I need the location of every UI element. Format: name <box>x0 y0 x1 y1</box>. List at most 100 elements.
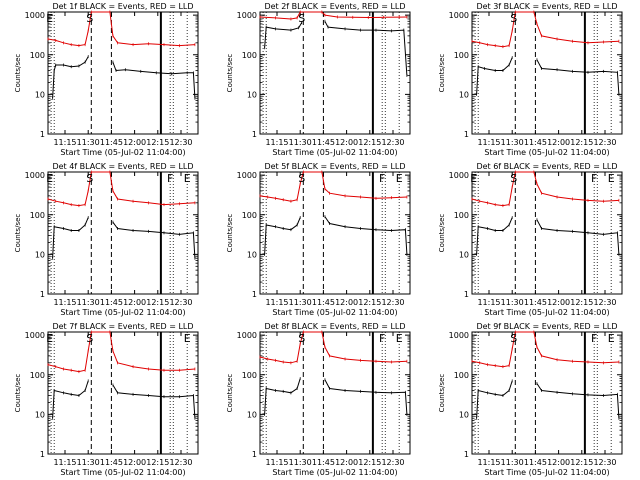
panel-title: Det 9f BLACK = Events, RED = LLD <box>476 322 617 331</box>
panel-title: Det 4f BLACK = Events, RED = LLD <box>52 162 193 171</box>
detector-panel-6: Det 6f BLACK = Events, RED = LLD 1 10 100 10… <box>438 162 623 317</box>
x-tick-label: 12:30 <box>381 138 404 147</box>
y-tick-label: 10 <box>459 250 469 259</box>
marker-label: E <box>184 172 191 185</box>
y-tick-label: 1 <box>252 130 257 139</box>
marker-label: F <box>379 172 385 185</box>
x-axis-label: Start Time (05-Jul-02 11:04:00) <box>60 468 185 477</box>
y-tick-label: 100 <box>242 51 257 60</box>
plot-frame <box>259 11 411 135</box>
lld-series-line <box>47 331 195 373</box>
panel-title: Det 3f BLACK = Events, RED = LLD <box>476 2 617 11</box>
y-axis-label: Counts/sec <box>226 54 234 93</box>
y-tick-label: 1 <box>40 290 45 299</box>
panel-title: Det 1f BLACK = Events, RED = LLD <box>52 2 193 11</box>
y-tick-label: 1000 <box>237 331 257 340</box>
marker-label: S <box>86 332 93 345</box>
marker-label: S <box>298 332 305 345</box>
lld-series-line <box>471 331 619 368</box>
y-tick-label: 1000 <box>237 171 257 180</box>
x-tick-label: 12:30 <box>169 138 192 147</box>
marker-label: F <box>167 172 173 185</box>
x-tick-label: 11:30 <box>77 138 100 147</box>
y-tick-label: 1 <box>464 450 469 459</box>
marker-label: S <box>510 172 517 185</box>
marker-label: S <box>86 12 93 25</box>
y-axis-label: Counts/sec <box>226 374 234 413</box>
x-tick-label: 11:45 <box>312 298 335 307</box>
y-tick-label: 10 <box>35 90 45 99</box>
panel-title: Det 8f BLACK = Events, RED = LLD <box>264 322 405 331</box>
marker-label: E <box>184 332 191 345</box>
y-tick-label: 10 <box>459 90 469 99</box>
panel-title: Det 2f BLACK = Events, RED = LLD <box>264 2 405 11</box>
marker-label: S <box>298 12 305 25</box>
events-series-line <box>264 21 408 76</box>
x-tick-label: 11:30 <box>77 458 100 467</box>
x-tick-label: 12:00 <box>123 298 146 307</box>
detector-panel-1: Det 1f BLACK = Events, RED = LLD 1 10 100 10… <box>14 2 199 157</box>
detector-panel-5: Det 5f BLACK = Events, RED = LLD 1 10 100 10… <box>226 162 411 317</box>
y-tick-label: 100 <box>242 211 257 220</box>
x-tick-label: 12:15 <box>146 458 169 467</box>
plot-frame <box>259 171 411 295</box>
y-tick-label: 10 <box>247 90 257 99</box>
y-tick-label: 1 <box>252 450 257 459</box>
detector-panel-7: Det 7f BLACK = Events, RED = LLD 1 10 100 10… <box>14 322 199 477</box>
marker-label: E <box>608 172 615 185</box>
x-axis-label: Start Time (05-Jul-02 11:04:00) <box>484 148 609 157</box>
y-tick-label: 1000 <box>25 11 45 20</box>
y-tick-label: 1000 <box>25 331 45 340</box>
x-tick-label: 11:15 <box>265 458 288 467</box>
x-tick-label: 12:15 <box>358 138 381 147</box>
y-tick-label: 10 <box>35 410 45 419</box>
y-tick-label: 1000 <box>449 11 469 20</box>
x-tick-label: 11:15 <box>477 458 500 467</box>
x-tick-label: 11:15 <box>53 138 76 147</box>
y-axis-label: Counts/sec <box>14 374 22 413</box>
x-tick-label: 11:30 <box>289 298 312 307</box>
panel-title: Det 6f BLACK = Events, RED = LLD <box>476 162 617 171</box>
x-tick-label: 11:30 <box>501 458 524 467</box>
plot-frame <box>471 331 623 455</box>
x-tick-label: 11:15 <box>53 458 76 467</box>
x-tick-label: 12:00 <box>547 458 570 467</box>
x-tick-label: 11:45 <box>312 458 335 467</box>
x-tick-label: 11:45 <box>100 298 123 307</box>
plot-frame <box>47 171 199 295</box>
y-axis-label: Counts/sec <box>226 214 234 253</box>
y-tick-label: 10 <box>247 250 257 259</box>
x-tick-label: 12:00 <box>335 458 358 467</box>
lld-series-line <box>259 331 407 364</box>
x-tick-label: 11:30 <box>289 458 312 467</box>
x-tick-label: 11:15 <box>265 298 288 307</box>
marker-label: E <box>46 12 53 25</box>
marker-label: S <box>86 172 93 185</box>
detector-panel-9: Det 9f BLACK = Events, RED = LLD 1 10 100 10… <box>438 322 623 477</box>
y-tick-label: 1 <box>40 130 45 139</box>
y-axis-label: Counts/sec <box>438 214 446 253</box>
marker-label: S <box>298 172 305 185</box>
x-axis-label: Start Time (05-Jul-02 11:04:00) <box>60 148 185 157</box>
lld-series-line <box>259 171 407 202</box>
y-tick-label: 100 <box>454 51 469 60</box>
x-tick-label: 12:30 <box>381 298 404 307</box>
plot-frame <box>259 331 411 455</box>
x-tick-label: 11:15 <box>477 138 500 147</box>
marker-label: E <box>470 172 477 185</box>
y-axis-label: Counts/sec <box>14 214 22 253</box>
y-tick-label: 1 <box>40 450 45 459</box>
x-tick-label: 11:45 <box>524 298 547 307</box>
x-tick-label: 12:15 <box>146 138 169 147</box>
x-tick-label: 12:15 <box>358 298 381 307</box>
x-tick-label: 12:30 <box>169 458 192 467</box>
x-tick-label: 12:30 <box>593 298 616 307</box>
x-tick-label: 12:30 <box>593 458 616 467</box>
x-tick-label: 12:30 <box>169 298 192 307</box>
x-tick-label: 12:30 <box>593 138 616 147</box>
panel-title: Det 7f BLACK = Events, RED = LLD <box>52 322 193 331</box>
y-tick-label: 100 <box>242 371 257 380</box>
marker-label: E <box>396 172 403 185</box>
y-tick-label: 100 <box>30 211 45 220</box>
x-tick-label: 11:45 <box>100 138 123 147</box>
